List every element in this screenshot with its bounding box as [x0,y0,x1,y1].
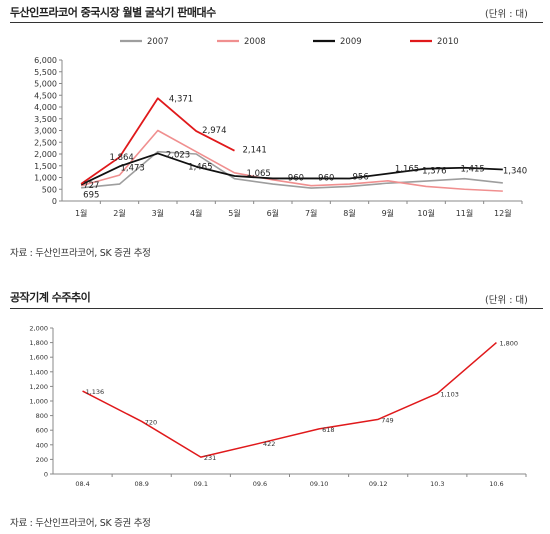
chart1-y-tick-label: 0 [52,197,57,206]
chart1-data-label: 1,473 [121,163,145,173]
chart2-title-rule [10,308,543,309]
chart2-y-tick-label: 200 [36,456,48,464]
chart1-title-rule [10,22,543,23]
chart2-y-tick-label: 2,000 [29,325,48,333]
chart1-x-tick-label: 1월 [75,208,87,218]
chart2-y-tick-label: 1,800 [29,339,48,347]
chart2-data-label: 231 [204,454,216,462]
chart1-data-label: 1,864 [110,153,134,163]
chart1-x-tick-label: 4월 [190,208,202,218]
chart1-y-tick-label: 4,000 [34,103,57,112]
chart2-data-label: 1,103 [440,390,459,398]
chart1-series-line-2009 [80,152,503,186]
chart2-y-tick-label: 1,400 [29,368,48,376]
chart2-x-tick-label: 08.9 [134,480,148,488]
chart1-y-tick-label: 2,500 [34,138,57,147]
chart1-data-label: 1,465 [188,163,212,173]
chart1-data-label: 1,065 [247,169,271,179]
chart1-data-label: 727 [83,181,99,191]
chart1-x-tick-label: 6월 [267,208,279,218]
chart1-data-label: 956 [353,173,369,183]
chart1-data-label: 1,415 [461,165,485,175]
chart2-y-tick-label: 1,000 [29,398,48,406]
chart2-data-label: 1,136 [86,388,105,396]
chart1-y-tick-label: 2,000 [34,150,57,159]
chart2-y-tick-label: 1,200 [29,383,48,391]
chart1-x-tick-label: 7월 [305,208,317,218]
chart1-svg: 0 500 1,000 1,500 2,000 2,500 3,000 3,500 4,000 4… [34,37,527,218]
chart1-data-label: 1,165 [395,165,419,175]
chart1-y-tick-label: 4,500 [34,91,57,100]
chart1-series-line-2007 [81,150,503,189]
chart2-y-tick-label: 1,600 [29,354,48,362]
chart2-y-tick-label: 600 [36,427,48,435]
chart1-data-label: 1,376 [422,167,446,177]
chart1-data-label: 2,974 [202,126,226,136]
chart2-unit: (단위 : 대) [485,295,528,306]
chart2-x-tick-label: 09.12 [369,480,388,488]
chart1-data-label: 695 [83,191,99,201]
chart1-data-label: 1,340 [503,167,527,177]
chart1-unit: (단위 : 대) [485,9,528,20]
chart1-x-tick-label: 2월 [113,208,125,218]
chart2-y-tick-label: 400 [36,441,48,449]
chart1-x-tick-label: 8월 [343,208,355,218]
chart2-x-tick-label: 10.6 [489,480,503,488]
chart1-legend-label-2009: 2009 [340,37,362,47]
chart1-legend-label-2010: 2010 [437,37,459,47]
chart2-x-tick-label: 10.3 [430,480,444,488]
chart1-x-tick-label: 9월 [382,208,394,218]
chart1-data-label: 4,371 [169,94,193,104]
chart1-y-tick-label: 3,000 [34,127,57,136]
chart2-x-tick-label: 09.10 [310,480,329,488]
chart1-data-label: 960 [288,173,304,183]
chart1-series-line-2008 [80,129,503,192]
chart2-y-tick-label: 0 [44,471,48,479]
chart2-y-tick-label: 800 [36,412,48,420]
chart1-y-tick-label: 1,500 [34,162,57,171]
chart1-legend-label-2008: 2008 [244,37,266,47]
chart2-series-line [82,342,497,458]
chart2-data-label: 720 [145,418,157,426]
chart2-data-label: 1,800 [499,340,518,348]
chart1-y-tick-label: 6,000 [34,56,57,65]
chart1-x-tick-label: 12월 [494,208,512,218]
chart1-x-tick-label: 11월 [456,208,474,218]
chart1-source: 자료 : 두산인프라코어, SK 증권 추정 [10,248,151,259]
chart1-data-label: 2,023 [166,150,190,160]
chart1-series-line-2010 [80,97,235,185]
chart1-y-tick-label: 1,000 [34,174,57,183]
chart2-x-tick-label: 08.4 [75,480,89,488]
chart2-data-label: 749 [381,416,393,424]
chart2-data-label: 618 [322,426,334,434]
chart1-title: 두산인프라코어 중국시장 월별 굴삭기 판매대수 [10,6,216,19]
chart1-y-tick-label: 3,500 [34,115,57,124]
chart2-title: 공작기계 수주추이 [10,291,91,304]
chart1-x-tick-label: 5월 [228,208,240,218]
chart2-source: 자료 : 두산인프라코어, SK 증권 추정 [10,518,151,529]
chart1-y-tick-label: 5,000 [34,80,57,89]
chart2-x-tick-label: 09.1 [194,480,208,488]
chart2-data-label: 422 [263,440,275,448]
chart1-data-label: 960 [318,173,334,183]
chart1-data-label: 2,141 [243,146,267,156]
chart1-x-tick-label: 10월 [417,208,435,218]
chart2-x-tick-label: 09.6 [253,480,267,488]
chart1-legend-label-2007: 2007 [147,37,169,47]
chart2-svg: 0 200 400 600 800 1,000 1,200 1,400 1,600 1,800 2,… [29,325,527,488]
chart1-x-tick-label: 3월 [152,208,164,218]
chart1-y-tick-label: 5,500 [34,68,57,77]
chart1-y-tick-label: 500 [42,185,57,194]
